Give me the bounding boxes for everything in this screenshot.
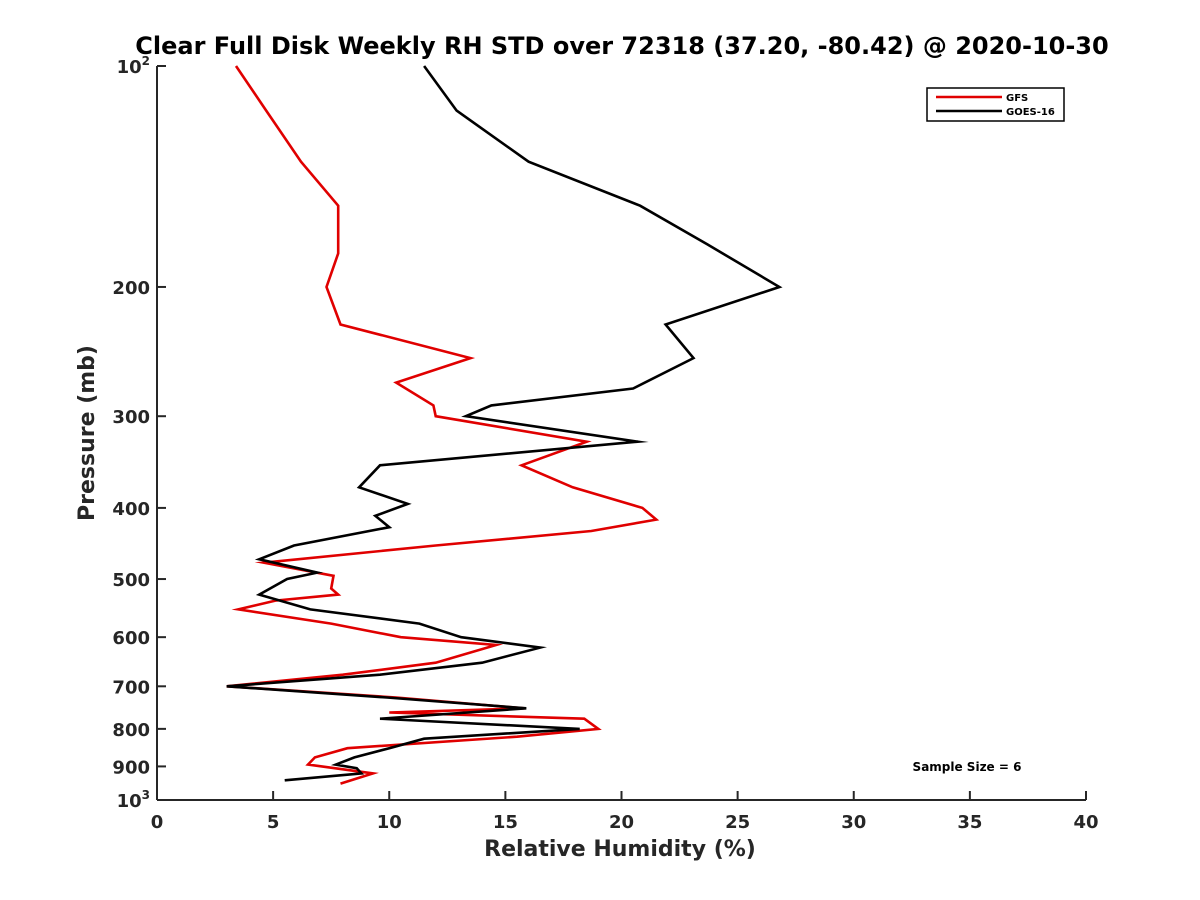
series-layer	[226, 65, 783, 785]
x-tick-label: 35	[957, 812, 982, 833]
y-tick-label: 800	[112, 720, 150, 741]
y-tick-label: 900	[112, 757, 150, 778]
legend-label-goes16: GOES-16	[1006, 107, 1055, 118]
x-axis-label: Relative Humidity (%)	[484, 837, 756, 862]
plot-area: 0 5 10 15 20 25 30 35 40 102 200 300 400 500 600 700 80…	[112, 54, 1098, 833]
x-tick-label: 30	[841, 812, 866, 833]
x-tick-label: 10	[377, 812, 402, 833]
sample-size-annotation: Sample Size = 6	[913, 760, 1022, 774]
x-tick-label: 5	[267, 812, 280, 833]
x-tick-label: 20	[609, 812, 634, 833]
chart-title: Clear Full Disk Weekly RH STD over 72318…	[135, 32, 1108, 60]
series-line-gfs	[226, 65, 660, 785]
x-axis-ticks: 0 5 10 15 20 25 30 35 40	[151, 791, 1099, 833]
y-axis-ticks: 102 200 300 400 500 600 700 800 900 103	[112, 54, 166, 812]
legend-box	[926, 87, 1065, 122]
y-tick-label: 500	[112, 570, 150, 591]
y-tick-label: 400	[112, 499, 150, 520]
y-tick-label: 600	[112, 628, 150, 649]
y-tick-label: 700	[112, 677, 150, 698]
legend-label-gfs: GFS	[1006, 93, 1028, 104]
legend: GFS GOES-16	[926, 87, 1065, 122]
y-tick-label: 200	[112, 278, 150, 299]
x-tick-label: 0	[151, 812, 164, 833]
x-tick-label: 40	[1073, 812, 1098, 833]
x-tick-label: 25	[725, 812, 750, 833]
x-tick-label: 15	[493, 812, 518, 833]
y-tick-label: 103	[117, 788, 150, 812]
y-tick-label: 102	[117, 54, 150, 78]
series-line-goes-16	[226, 65, 783, 782]
y-axis-label: Pressure (mb)	[75, 345, 100, 521]
y-tick-label: 300	[112, 407, 150, 428]
